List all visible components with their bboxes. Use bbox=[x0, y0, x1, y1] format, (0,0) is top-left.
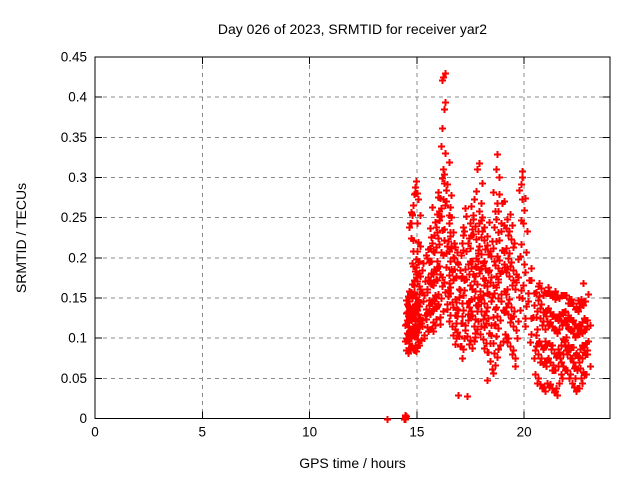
x-tick-label: 20 bbox=[517, 425, 532, 440]
y-tick-label: 0.15 bbox=[61, 291, 87, 306]
x-tick-label: 5 bbox=[199, 425, 207, 440]
chart-title: Day 026 of 2023, SRMTID for receiver yar… bbox=[217, 21, 488, 37]
x-tick-label: 15 bbox=[409, 425, 424, 440]
y-tick-label: 0 bbox=[79, 411, 87, 426]
y-tick-label: 0.25 bbox=[61, 210, 87, 225]
scatter-points bbox=[384, 70, 594, 423]
y-tick-label: 0.05 bbox=[61, 371, 87, 386]
y-tick-label: 0.35 bbox=[61, 130, 87, 145]
x-tick-label: 10 bbox=[302, 425, 317, 440]
y-tick-label: 0.4 bbox=[68, 90, 87, 105]
y-tick-label: 0.2 bbox=[68, 250, 87, 265]
y-tick-label: 0.3 bbox=[68, 170, 87, 185]
x-tick-label: 0 bbox=[91, 425, 99, 440]
y-tick-label: 0.45 bbox=[61, 50, 87, 65]
y-axis-label: SRMTID / TECUs bbox=[13, 182, 29, 294]
y-tick-label: 0.1 bbox=[68, 331, 87, 346]
x-axis-label: GPS time / hours bbox=[299, 455, 406, 471]
